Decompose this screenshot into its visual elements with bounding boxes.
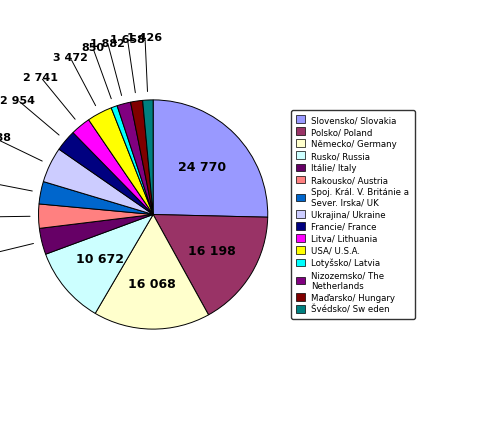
Text: 850: 850 bbox=[81, 43, 104, 53]
Wedge shape bbox=[117, 103, 153, 215]
Text: 16 068: 16 068 bbox=[128, 277, 176, 290]
Text: 1 658: 1 658 bbox=[110, 35, 145, 45]
Legend: Slovensko/ Slovakia, Polsko/ Poland, Německo/ Germany, Rusko/ Russia, Itálie/ It: Slovensko/ Slovakia, Polsko/ Poland, Něm… bbox=[291, 111, 414, 319]
Text: 16 198: 16 198 bbox=[188, 244, 236, 257]
Wedge shape bbox=[153, 215, 268, 315]
Text: 1 426: 1 426 bbox=[127, 33, 163, 43]
Wedge shape bbox=[143, 101, 153, 215]
Text: 3 472: 3 472 bbox=[53, 53, 87, 63]
Wedge shape bbox=[59, 133, 153, 215]
Wedge shape bbox=[43, 150, 153, 215]
Text: 2 741: 2 741 bbox=[23, 73, 58, 83]
Text: 2 954: 2 954 bbox=[0, 95, 35, 106]
Wedge shape bbox=[39, 182, 153, 215]
Wedge shape bbox=[111, 107, 153, 215]
Wedge shape bbox=[39, 204, 153, 229]
Text: 1 882: 1 882 bbox=[90, 39, 125, 49]
Wedge shape bbox=[88, 109, 153, 215]
Wedge shape bbox=[40, 215, 153, 255]
Wedge shape bbox=[95, 215, 208, 329]
Text: 4 888: 4 888 bbox=[0, 133, 10, 143]
Wedge shape bbox=[73, 120, 153, 215]
Text: 10 672: 10 672 bbox=[77, 252, 124, 266]
Text: 24 770: 24 770 bbox=[178, 160, 226, 174]
Wedge shape bbox=[153, 101, 268, 218]
Wedge shape bbox=[130, 101, 153, 215]
Wedge shape bbox=[45, 215, 153, 313]
